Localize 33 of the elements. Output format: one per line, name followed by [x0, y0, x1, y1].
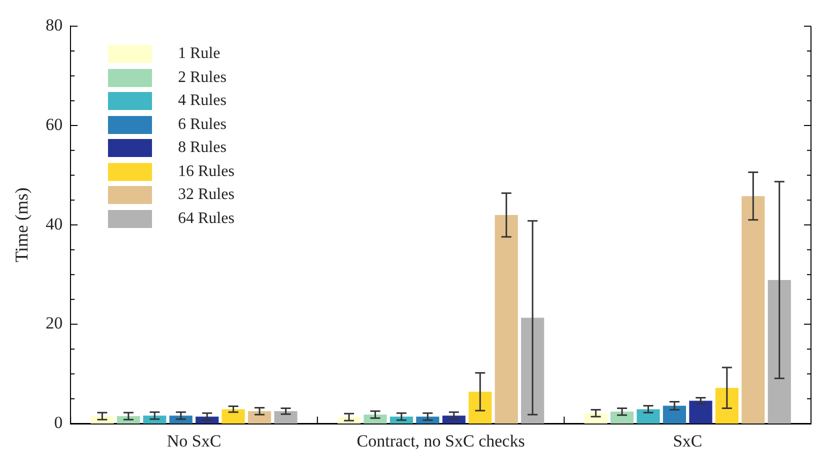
- bar: [248, 411, 272, 424]
- bar: [768, 280, 791, 424]
- bar: [143, 416, 166, 424]
- bar: [222, 409, 245, 424]
- bar: [662, 406, 686, 424]
- bar: [468, 392, 492, 424]
- bar: [521, 318, 544, 424]
- bar: [274, 411, 298, 424]
- legend-label: 2 Rules: [178, 68, 226, 87]
- y-tick-label: 80: [46, 16, 63, 35]
- y-axis-title: Time (ms): [12, 187, 32, 262]
- x-tick-label: SxC: [672, 431, 702, 450]
- x-tick-label: No SxC: [166, 431, 222, 450]
- bar: [742, 196, 765, 424]
- bar: [584, 413, 608, 424]
- bar: [494, 214, 518, 424]
- y-tick-label: 0: [54, 413, 63, 432]
- legend-label: 6 Rules: [178, 116, 226, 134]
- legend-label: 32 Rules: [178, 186, 234, 204]
- legend-label: 4 Rules: [178, 92, 226, 110]
- legend-label: 8 Rules: [178, 139, 226, 158]
- bar: [636, 409, 660, 424]
- legend-label: 1 Rule: [178, 45, 220, 64]
- bar: [715, 388, 738, 424]
- legend-label: 16 Rules: [178, 162, 234, 181]
- y-tick-label: 60: [46, 115, 63, 134]
- legend-label: 64 Rules: [178, 210, 234, 228]
- bar: [364, 414, 387, 424]
- y-tick-label: 40: [46, 214, 63, 234]
- bar: [610, 412, 634, 424]
- bar: [689, 400, 712, 424]
- x-tick-label: Contract, no SxC checks: [356, 431, 525, 450]
- y-tick-label: 20: [46, 314, 63, 333]
